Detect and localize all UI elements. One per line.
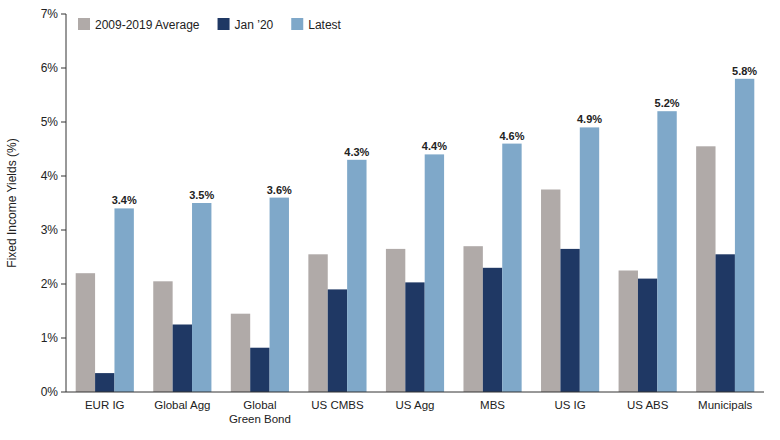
data-label: 3.5% (189, 189, 214, 201)
bar (638, 279, 657, 392)
x-tick-label: MBS (480, 399, 505, 411)
x-tick-label: GlobalGreen Bond (229, 399, 291, 425)
data-label: 4.9% (577, 113, 602, 125)
y-tick (61, 230, 66, 231)
y-tick-label: 7% (41, 7, 59, 21)
chart: 3.4% 3.5% 3.6% 4.3% 4.4% 4.6% 4.9% 5.2% 5.8% 0% 1%… (0, 0, 780, 440)
data-labels: 3.4% 3.5% 3.6% 4.3% 4.4% 4.6% 4.9% 5.2% 5.8% (112, 65, 758, 207)
bar (192, 203, 211, 392)
legend-swatch (218, 18, 230, 30)
y-tick (61, 392, 66, 393)
x-tick-label: US ABS (627, 399, 669, 411)
legend-swatch (78, 18, 90, 30)
x-tick-label: US CMBS (311, 399, 364, 411)
bar (425, 154, 444, 392)
y-tick (61, 176, 66, 177)
bar (735, 79, 754, 392)
y-tick-label: 4% (41, 169, 59, 183)
bars (76, 79, 755, 392)
bar (153, 281, 172, 392)
data-label: 4.4% (422, 140, 447, 152)
legend-swatch (291, 18, 303, 30)
y-tick-label: 6% (41, 61, 59, 75)
y-axis-label: Fixed Income Yields (%) (5, 138, 19, 267)
data-label: 4.3% (344, 146, 369, 158)
legend-label: 2009-2019 Average (95, 18, 200, 32)
bar (560, 249, 579, 392)
data-label: 5.8% (732, 65, 757, 77)
bar (328, 289, 347, 392)
bar (580, 127, 599, 392)
data-label: 4.6% (499, 130, 524, 142)
bar (308, 254, 327, 392)
x-tick-label: Municipals (698, 399, 753, 411)
bar (483, 268, 502, 392)
x-tick-label: Global Agg (154, 399, 210, 411)
y-tick-label: 5% (41, 115, 59, 129)
bar (716, 254, 735, 392)
data-label: 3.6% (267, 184, 292, 196)
data-label: 5.2% (655, 97, 680, 109)
bar (173, 325, 192, 393)
y-tick-label: 0% (41, 385, 59, 399)
bar (347, 160, 366, 392)
bar (250, 348, 269, 392)
data-label: 3.4% (112, 194, 137, 206)
bar (619, 271, 638, 393)
x-tick-label: US IG (554, 399, 585, 411)
legend-item: 2009-2019 Average (78, 18, 200, 32)
bar (114, 208, 133, 392)
bar (76, 273, 95, 392)
bar (231, 314, 250, 392)
y-tick (61, 68, 66, 69)
background (0, 0, 780, 440)
y-tick (61, 14, 66, 15)
legend-label: Jan ’20 (235, 18, 274, 32)
y-tick (61, 338, 66, 339)
bar (270, 198, 289, 392)
legend: 2009-2019 Average Jan ’20 Latest (78, 18, 342, 32)
y-axis-line (66, 14, 67, 392)
y-tick (61, 122, 66, 123)
y-tick-label: 1% (41, 331, 59, 345)
bar (405, 282, 424, 392)
bar (696, 146, 715, 392)
legend-item: Latest (291, 18, 341, 32)
x-tick-label: EUR IG (85, 399, 125, 411)
bar (463, 246, 482, 392)
x-tick-label: US Agg (396, 399, 435, 411)
x-axis-line (66, 392, 764, 393)
y-tick-label: 2% (41, 277, 59, 291)
bar (541, 190, 560, 393)
legend-label: Latest (308, 18, 341, 32)
legend-item: Jan ’20 (218, 18, 274, 32)
y-tick-label: 3% (41, 223, 59, 237)
bar (502, 144, 521, 392)
bar (95, 373, 114, 392)
bar (386, 249, 405, 392)
y-tick (61, 284, 66, 285)
axes: 0% 1% 2% 3% 4% 5% 6% 7% EUR IG Global Agg GlobalGr… (41, 7, 764, 425)
bar (657, 111, 676, 392)
